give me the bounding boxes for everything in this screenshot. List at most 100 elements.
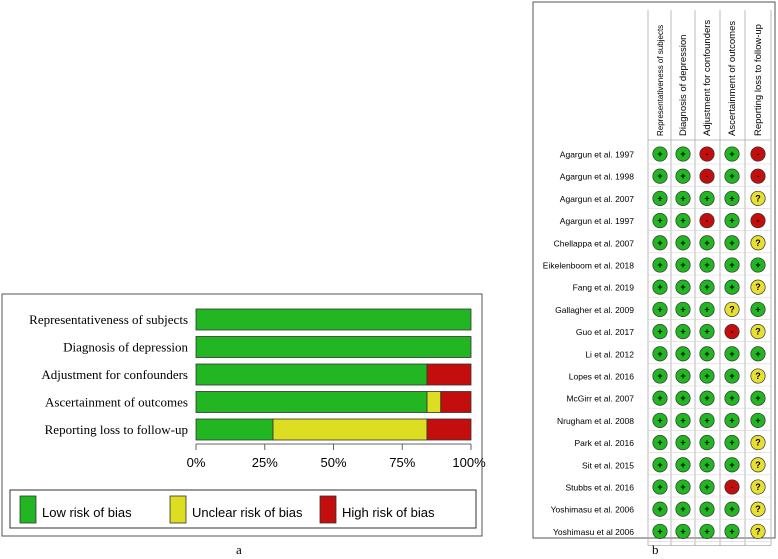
judgement-circle bbox=[724, 190, 740, 206]
judgement-symbol: + bbox=[680, 438, 685, 448]
judgement-circle bbox=[724, 412, 740, 428]
column-header: Adjustment for confounders bbox=[702, 20, 713, 136]
legend-swatch bbox=[319, 495, 337, 524]
bar-segment bbox=[440, 391, 472, 413]
bar-segment bbox=[426, 418, 472, 441]
judgement-symbol: + bbox=[680, 393, 685, 403]
judgement-circle bbox=[652, 257, 668, 273]
judgement-symbol: ? bbox=[755, 438, 761, 448]
study-label: Guo et al. 2017 bbox=[576, 327, 634, 337]
judgement-circle bbox=[750, 501, 766, 517]
judgement-symbol: - bbox=[757, 149, 760, 159]
judgement-symbol: + bbox=[680, 260, 685, 270]
column-header: Reporting loss to follow-up bbox=[753, 24, 764, 136]
judgement-symbol: + bbox=[680, 216, 685, 226]
judgement-circle bbox=[750, 146, 766, 162]
judgement-circle bbox=[652, 168, 668, 184]
judgement-symbol: + bbox=[704, 193, 709, 203]
judgement-circle bbox=[750, 235, 766, 251]
x-tick-label: 25% bbox=[252, 455, 278, 470]
judgement-circle bbox=[750, 435, 766, 451]
judgement-symbol: + bbox=[680, 371, 685, 381]
judgement-circle bbox=[724, 146, 740, 162]
judgement-symbol: + bbox=[729, 526, 734, 536]
judgement-circle bbox=[724, 168, 740, 184]
judgement-circle bbox=[675, 257, 691, 273]
judgement-symbol: + bbox=[657, 327, 662, 337]
caption-a: a bbox=[236, 542, 242, 557]
judgement-circle bbox=[675, 346, 691, 362]
judgement-symbol: + bbox=[680, 149, 685, 159]
judgement-circle bbox=[699, 368, 715, 384]
judgement-circle bbox=[699, 146, 715, 162]
judgement-circle bbox=[699, 501, 715, 517]
study-label: Park et al. 2016 bbox=[574, 438, 634, 448]
judgement-circle bbox=[675, 213, 691, 229]
judgement-symbol: + bbox=[729, 193, 734, 203]
judgement-circle bbox=[652, 412, 668, 428]
judgement-symbol: + bbox=[657, 460, 662, 470]
judgement-circle bbox=[699, 190, 715, 206]
judgement-symbol: + bbox=[680, 460, 685, 470]
judgement-circle bbox=[652, 324, 668, 340]
judgement-circle bbox=[652, 457, 668, 473]
judgement-symbol: + bbox=[729, 371, 734, 381]
judgement-circle bbox=[750, 324, 766, 340]
judgement-circle bbox=[699, 301, 715, 317]
judgement-symbol: + bbox=[704, 482, 709, 492]
judgement-circle bbox=[675, 501, 691, 517]
judgement-circle bbox=[652, 346, 668, 362]
judgement-symbol: + bbox=[657, 238, 662, 248]
judgement-symbol: + bbox=[657, 282, 662, 292]
study-label: McGirr et al. 2007 bbox=[566, 394, 634, 404]
judgement-circle bbox=[699, 346, 715, 362]
judgement-symbol: + bbox=[657, 193, 662, 203]
judgement-symbol: ? bbox=[755, 460, 761, 470]
judgement-circle bbox=[652, 435, 668, 451]
judgement-symbol: + bbox=[657, 482, 662, 492]
judgement-symbol: + bbox=[729, 171, 734, 181]
judgement-symbol: + bbox=[729, 438, 734, 448]
judgement-circle bbox=[652, 235, 668, 251]
study-label: Yoshimasu et al 2006 bbox=[553, 527, 634, 537]
judgement-circle bbox=[750, 368, 766, 384]
judgement-symbol: ? bbox=[755, 282, 761, 292]
judgement-symbol: + bbox=[704, 504, 709, 514]
category-label: Diagnosis of depression bbox=[63, 340, 188, 355]
judgement-circle bbox=[675, 301, 691, 317]
judgement-symbol: + bbox=[755, 415, 760, 425]
judgement-circle bbox=[750, 479, 766, 495]
judgement-circle bbox=[652, 279, 668, 295]
judgement-circle bbox=[724, 279, 740, 295]
judgement-symbol: - bbox=[706, 216, 709, 226]
judgement-circle bbox=[699, 435, 715, 451]
study-label: Agargun et al. 2007 bbox=[560, 194, 634, 204]
judgement-circle bbox=[724, 368, 740, 384]
judgement-circle bbox=[724, 324, 740, 340]
judgement-circle bbox=[724, 213, 740, 229]
judgement-circle bbox=[750, 301, 766, 317]
judgement-circle bbox=[675, 523, 691, 539]
judgement-symbol: + bbox=[657, 526, 662, 536]
judgement-symbol: + bbox=[729, 415, 734, 425]
judgement-symbol: + bbox=[657, 393, 662, 403]
bar-segment bbox=[195, 336, 472, 358]
study-label: Agargun et al. 1998 bbox=[560, 172, 634, 182]
judgement-symbol: + bbox=[704, 260, 709, 270]
column-header: Representativeness of subjects bbox=[656, 25, 665, 136]
judgement-circle bbox=[750, 412, 766, 428]
study-label: Agargun et al. 1997 bbox=[560, 216, 634, 226]
judgement-symbol: - bbox=[706, 171, 709, 181]
judgement-circle bbox=[750, 346, 766, 362]
study-label: Gallagher et al. 2009 bbox=[555, 305, 634, 315]
legend-swatch bbox=[19, 495, 37, 524]
category-label: Ascertainment of outcomes bbox=[45, 395, 188, 410]
judgement-circle bbox=[724, 523, 740, 539]
judgement-symbol: + bbox=[704, 349, 709, 359]
judgement-symbol: ? bbox=[755, 327, 761, 337]
x-tick-label: 0% bbox=[187, 455, 206, 470]
judgement-symbol: + bbox=[657, 304, 662, 314]
legend-label: High risk of bias bbox=[342, 505, 435, 520]
